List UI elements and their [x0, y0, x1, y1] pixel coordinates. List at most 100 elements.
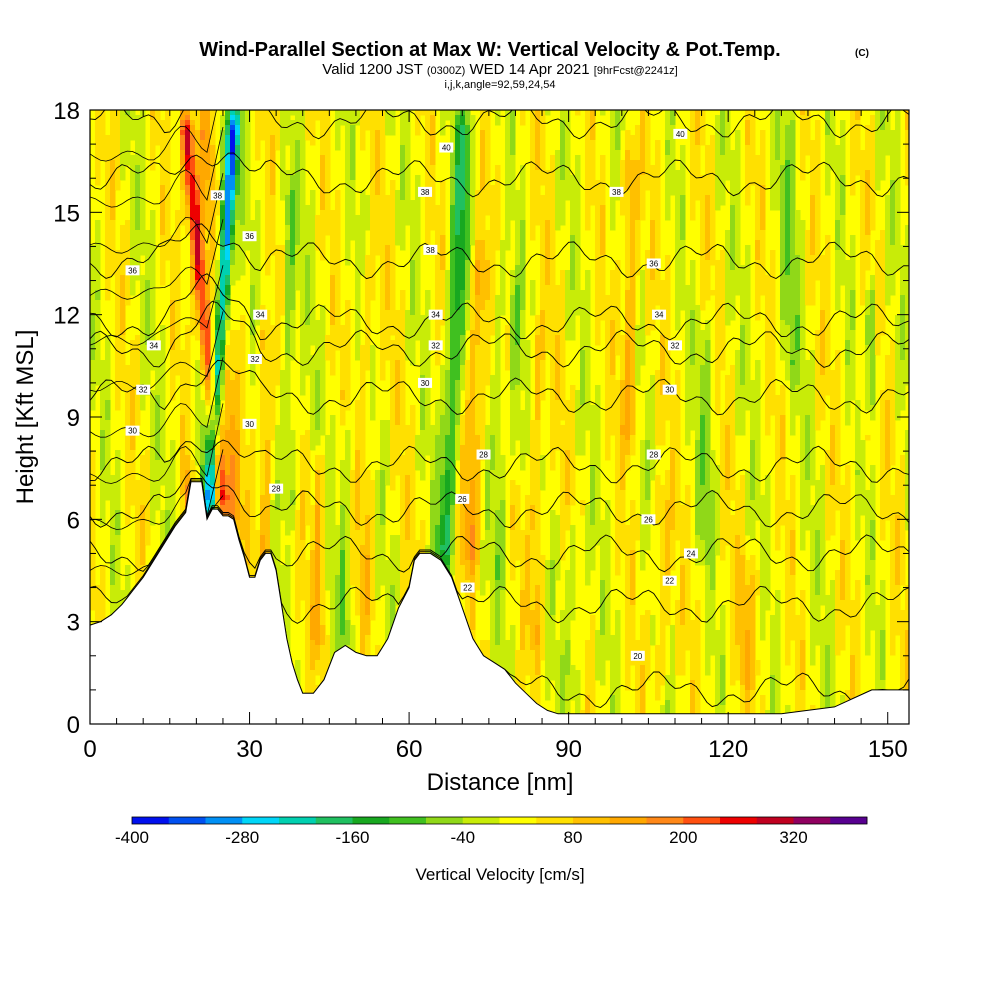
velocity-cell: [105, 285, 111, 291]
velocity-cell: [710, 200, 716, 206]
velocity-cell: [330, 320, 336, 326]
velocity-cell: [480, 185, 486, 191]
velocity-cell: [810, 205, 816, 211]
velocity-cell: [160, 135, 166, 141]
velocity-cell: [800, 280, 806, 286]
velocity-cell: [375, 150, 381, 156]
velocity-cell: [315, 225, 321, 231]
velocity-cell: [405, 220, 411, 226]
velocity-cell: [235, 265, 241, 271]
velocity-cell: [240, 255, 246, 261]
velocity-cell: [895, 245, 901, 251]
velocity-cell: [390, 125, 396, 131]
velocity-cell: [735, 195, 741, 201]
velocity-cell: [345, 135, 351, 141]
velocity-cell: [655, 155, 661, 161]
velocity-cell: [330, 305, 336, 311]
velocity-cell: [510, 215, 516, 221]
velocity-cell: [885, 250, 891, 256]
velocity-cell: [755, 175, 761, 181]
velocity-cell: [625, 180, 631, 186]
velocity-cell: [585, 110, 591, 116]
velocity-cell: [115, 310, 121, 316]
velocity-cell: [530, 235, 536, 241]
velocity-cell: [390, 200, 396, 206]
velocity-cell: [235, 200, 241, 206]
velocity-cell: [710, 180, 716, 186]
velocity-cell: [120, 125, 126, 131]
velocity-cell: [765, 320, 771, 326]
velocity-cell: [810, 265, 816, 271]
velocity-cell: [575, 175, 581, 181]
velocity-cell: [760, 260, 766, 266]
velocity-cell: [745, 325, 751, 331]
velocity-cell: [885, 260, 891, 266]
velocity-cell: [700, 230, 706, 236]
velocity-cell: [510, 295, 516, 301]
velocity-cell: [325, 225, 331, 231]
velocity-cell: [660, 290, 666, 296]
velocity-cell: [470, 195, 476, 201]
velocity-cell: [550, 220, 556, 226]
velocity-cell: [890, 210, 896, 216]
velocity-cell: [280, 115, 286, 121]
velocity-cell: [385, 120, 391, 126]
velocity-cell: [660, 280, 666, 286]
velocity-cell: [690, 115, 696, 121]
velocity-cell: [200, 125, 206, 131]
velocity-cell: [865, 165, 871, 171]
velocity-cell: [310, 330, 316, 336]
velocity-cell: [130, 290, 136, 296]
velocity-cell: [435, 275, 441, 281]
velocity-cell: [695, 130, 701, 136]
velocity-cell: [265, 255, 271, 261]
velocity-cell: [485, 175, 491, 181]
velocity-cell: [690, 130, 696, 136]
velocity-cell: [405, 170, 411, 176]
velocity-cell: [485, 190, 491, 196]
velocity-cell: [180, 110, 186, 116]
velocity-cell: [165, 195, 171, 201]
velocity-cell: [720, 290, 726, 296]
velocity-cell: [905, 270, 909, 276]
velocity-cell: [895, 225, 901, 231]
velocity-cell: [800, 145, 806, 151]
velocity-cell: [640, 120, 646, 126]
velocity-cell: [855, 115, 861, 121]
velocity-cell: [410, 250, 416, 256]
velocity-cell: [885, 270, 891, 276]
velocity-cell: [370, 140, 376, 146]
velocity-cell: [495, 240, 501, 246]
velocity-cell: [455, 150, 461, 156]
velocity-cell: [705, 270, 711, 276]
velocity-cell: [560, 320, 566, 326]
velocity-cell: [360, 225, 366, 231]
velocity-cell: [800, 300, 806, 306]
velocity-cell: [630, 220, 636, 226]
velocity-cell: [250, 270, 256, 276]
velocity-cell: [95, 170, 101, 176]
velocity-cell: [300, 285, 306, 291]
velocity-cell: [135, 155, 141, 161]
velocity-cell: [205, 185, 211, 191]
velocity-cell: [810, 145, 816, 151]
velocity-cell: [610, 110, 616, 116]
velocity-cell: [450, 265, 456, 271]
velocity-cell: [455, 255, 461, 261]
velocity-cell: [445, 115, 451, 121]
velocity-cell: [790, 160, 796, 166]
velocity-cell: [150, 245, 156, 251]
velocity-cell: [610, 165, 616, 171]
velocity-cell: [570, 270, 576, 276]
velocity-cell: [485, 210, 491, 216]
velocity-cell: [275, 250, 281, 256]
velocity-cell: [850, 185, 856, 191]
velocity-cell: [540, 135, 546, 141]
velocity-cell: [780, 305, 786, 311]
velocity-cell: [795, 280, 801, 286]
velocity-cell: [405, 120, 411, 126]
velocity-cell: [505, 230, 511, 236]
velocity-cell: [290, 195, 296, 201]
velocity-cell: [250, 290, 256, 296]
velocity-cell: [150, 295, 156, 301]
